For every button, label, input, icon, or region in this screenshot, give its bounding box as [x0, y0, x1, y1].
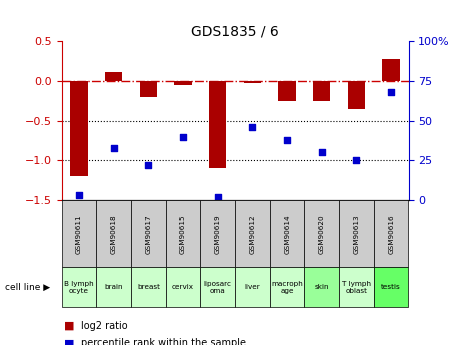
Text: GSM90617: GSM90617 [145, 214, 152, 254]
Text: GSM90615: GSM90615 [180, 214, 186, 254]
Bar [209, 81, 227, 168]
Bar [348, 81, 365, 109]
Text: T lymph
oblast: T lymph oblast [342, 281, 371, 294]
Text: liposarc
oma: liposarc oma [204, 281, 232, 294]
Point [283, 137, 291, 142]
Text: cervix: cervix [172, 284, 194, 290]
Bar [244, 81, 261, 83]
Text: testis: testis [381, 284, 401, 290]
Bar [382, 59, 400, 81]
Point [388, 89, 395, 95]
Text: macroph
age: macroph age [271, 281, 303, 294]
Text: GSM90619: GSM90619 [215, 214, 221, 254]
Text: ■: ■ [64, 321, 75, 331]
Text: GSM90616: GSM90616 [388, 214, 394, 254]
Bar [313, 81, 331, 101]
Point [318, 150, 326, 155]
Text: GSM90620: GSM90620 [319, 214, 325, 254]
Title: GDS1835 / 6: GDS1835 / 6 [191, 25, 279, 39]
Text: GSM90618: GSM90618 [111, 214, 117, 254]
Bar [174, 81, 192, 85]
Bar [278, 81, 296, 101]
Point [144, 162, 152, 168]
Text: skin: skin [314, 284, 329, 290]
Bar [105, 71, 123, 81]
Text: ■: ■ [64, 338, 75, 345]
Text: GSM90613: GSM90613 [353, 214, 360, 254]
Text: brain: brain [104, 284, 123, 290]
Text: log2 ratio: log2 ratio [81, 321, 127, 331]
Text: GSM90611: GSM90611 [76, 214, 82, 254]
Text: liver: liver [245, 284, 260, 290]
Bar [140, 81, 157, 97]
Text: GSM90614: GSM90614 [284, 214, 290, 254]
Text: breast: breast [137, 284, 160, 290]
Point [249, 124, 256, 130]
Text: GSM90612: GSM90612 [249, 214, 256, 254]
Point [180, 134, 187, 139]
Text: B lymph
ocyte: B lymph ocyte [64, 281, 94, 294]
Bar [70, 81, 88, 176]
Point [214, 194, 221, 200]
Point [110, 145, 118, 150]
Text: cell line ▶: cell line ▶ [5, 283, 50, 292]
Point [75, 193, 83, 198]
Text: percentile rank within the sample: percentile rank within the sample [81, 338, 246, 345]
Point [353, 158, 361, 163]
